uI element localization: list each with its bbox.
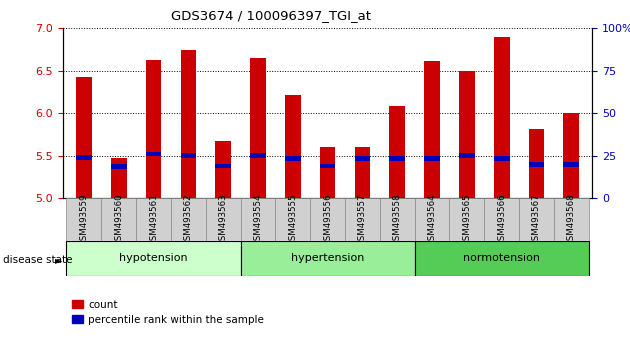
Text: GSM493556: GSM493556	[323, 193, 332, 246]
Bar	[389, 107, 405, 198]
Bar	[529, 129, 544, 198]
Bar	[415, 241, 588, 276]
Text: GSM493554: GSM493554	[253, 193, 263, 246]
Bar	[146, 152, 161, 156]
Bar	[459, 71, 474, 198]
Bar	[181, 153, 196, 158]
Text: hypotension: hypotension	[119, 253, 188, 263]
Bar	[345, 198, 380, 241]
Bar	[415, 198, 449, 241]
Bar	[111, 165, 127, 169]
Bar	[449, 198, 484, 241]
Bar	[424, 156, 440, 161]
Bar	[519, 198, 554, 241]
Bar	[285, 95, 301, 198]
Text: GSM493562: GSM493562	[184, 193, 193, 246]
Bar	[310, 198, 345, 241]
Bar	[67, 198, 101, 241]
Bar	[563, 113, 579, 198]
Text: GSM493564: GSM493564	[428, 193, 437, 246]
Bar	[76, 77, 92, 198]
Text: GSM493557: GSM493557	[358, 193, 367, 246]
Bar	[67, 241, 241, 276]
Bar	[250, 58, 266, 198]
Bar	[136, 198, 171, 241]
Bar	[250, 153, 266, 158]
Bar	[320, 164, 335, 168]
Bar	[181, 50, 196, 198]
Bar	[484, 198, 519, 241]
Text: GSM493560: GSM493560	[114, 193, 123, 246]
Text: GSM493568: GSM493568	[567, 193, 576, 246]
Bar	[459, 153, 474, 158]
Text: GSM493563: GSM493563	[219, 193, 227, 246]
Bar	[529, 162, 544, 167]
Text: GSM493558: GSM493558	[392, 193, 402, 246]
Text: GSM493555: GSM493555	[289, 193, 297, 246]
Text: GDS3674 / 100096397_TGI_at: GDS3674 / 100096397_TGI_at	[171, 9, 371, 22]
Bar	[320, 147, 335, 198]
Text: GSM493566: GSM493566	[497, 193, 506, 246]
Bar	[76, 155, 92, 160]
Bar	[241, 198, 275, 241]
Legend: count, percentile rank within the sample: count, percentile rank within the sample	[68, 296, 268, 329]
Text: GSM493561: GSM493561	[149, 193, 158, 246]
Text: hypertension: hypertension	[291, 253, 364, 263]
Bar	[241, 241, 415, 276]
Bar	[285, 156, 301, 161]
Text: disease state: disease state	[3, 255, 72, 265]
Bar	[101, 198, 136, 241]
Bar	[215, 164, 231, 168]
Bar	[171, 198, 206, 241]
Bar	[389, 156, 405, 161]
Bar	[355, 147, 370, 198]
Bar	[494, 156, 510, 161]
Bar	[206, 198, 241, 241]
Text: ►: ►	[55, 255, 63, 265]
Bar	[563, 162, 579, 167]
Bar	[554, 198, 588, 241]
Text: GSM493567: GSM493567	[532, 193, 541, 246]
Bar	[275, 198, 310, 241]
Bar	[424, 61, 440, 198]
Bar	[215, 141, 231, 198]
Bar	[146, 60, 161, 198]
Text: normotension: normotension	[463, 253, 540, 263]
Bar	[355, 156, 370, 161]
Bar	[494, 37, 510, 198]
Text: GSM493559: GSM493559	[79, 193, 88, 246]
Bar	[111, 158, 127, 198]
Text: GSM493565: GSM493565	[462, 193, 471, 246]
Bar	[380, 198, 415, 241]
